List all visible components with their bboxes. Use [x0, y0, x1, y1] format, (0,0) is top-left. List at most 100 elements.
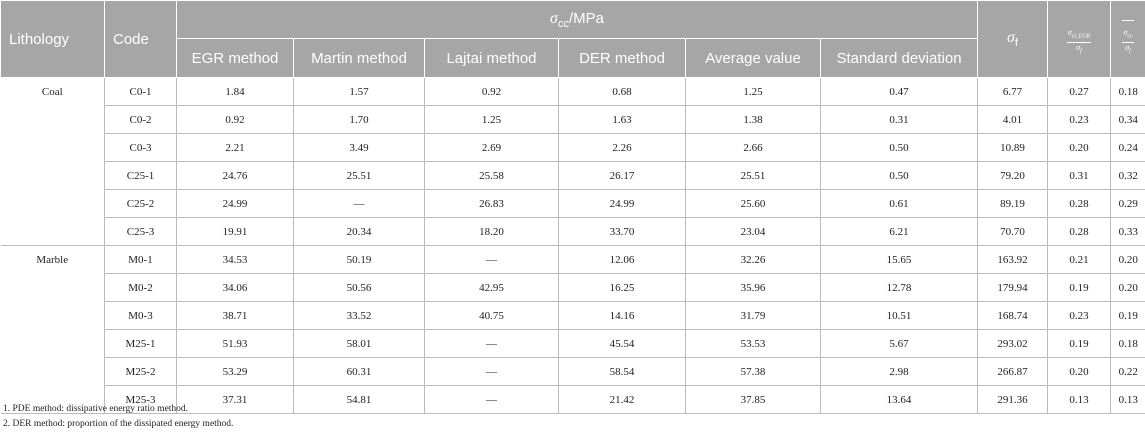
header-lithology: Lithology	[0, 0, 105, 78]
value-cell: 2.26	[558, 133, 686, 162]
table-row: M25-2 53.29 60.31—58.54 57.38 2.98 266.87 0.20…	[1, 357, 1145, 386]
value-cell: 58.54	[558, 357, 686, 386]
value-cell: 0.20	[1047, 133, 1111, 162]
table-row: Marble M0-1 34.53 50.19—12.06 32.26 15.65 163.…	[0, 245, 1145, 414]
value-cell: 34.06	[176, 273, 294, 302]
value-cell: 42.95	[424, 273, 559, 302]
value-cell: 0.13	[1110, 385, 1145, 414]
value-cell: 2.21	[176, 133, 294, 162]
code-cell: C25-1	[104, 161, 177, 190]
value-cell: 0.19	[1047, 329, 1111, 358]
value-cell: 1.70	[293, 105, 425, 134]
value-cell: 13.64	[820, 385, 978, 414]
code-cell: C0-1	[104, 77, 177, 106]
code-cell: C0-3	[104, 133, 177, 162]
value-cell: 18.20	[424, 217, 559, 246]
header-method: Standard deviation	[820, 38, 978, 78]
value-cell: 21.42	[558, 385, 686, 414]
value-cell: 60.31	[293, 357, 425, 386]
value-cell: 26.83	[424, 189, 559, 218]
value-cell: 20.34	[293, 217, 425, 246]
value-cell: 0.27	[1047, 77, 1111, 106]
value-cell: 1.84	[176, 77, 294, 106]
value-cell: 79.20	[977, 161, 1048, 190]
value-cell: 25.60	[685, 189, 821, 218]
value-cell: 25.51	[685, 161, 821, 190]
value-cell: 0.68	[558, 77, 686, 106]
value-cell: —	[424, 329, 559, 358]
table-row: C0-3 2.21 3.49 2.69 2.26 2.66 0.50 10.89 0.20 0.2…	[1, 133, 1145, 162]
value-cell: 0.18	[1110, 77, 1145, 106]
value-cell: 0.33	[1110, 217, 1145, 246]
value-cell: 6.77	[977, 77, 1048, 106]
value-cell: 32.26	[685, 245, 821, 274]
header-method: Martin method	[293, 38, 425, 78]
value-cell: 1.57	[293, 77, 425, 106]
value-cell: 0.28	[1047, 189, 1111, 218]
value-cell: 0.34	[1110, 105, 1145, 134]
value-cell: 0.50	[820, 161, 978, 190]
value-cell: —	[293, 189, 425, 218]
note-2: 2. DER method: proportion of the dissipa…	[3, 419, 234, 429]
lithology-cell: Coal	[0, 77, 105, 246]
value-cell: 0.29	[1110, 189, 1145, 218]
table-row: Coal C0-1 1.84 1.57 0.92 0.68 1.25 0.47 6.77 0.27…	[0, 77, 1145, 246]
value-cell: 2.98	[820, 357, 978, 386]
value-cell: 38.71	[176, 301, 294, 330]
value-cell: 25.51	[293, 161, 425, 190]
code-cell: C25-3	[104, 217, 177, 246]
value-cell: 163.92	[977, 245, 1048, 274]
code-cell: M0-2	[104, 273, 177, 302]
value-cell: 12.78	[820, 273, 978, 302]
table-row: C25-3 19.91 20.34 18.20 33.70 23.04 6.21 70.70 0…	[1, 217, 1145, 246]
value-cell: 0.92	[424, 77, 559, 106]
header-method: Lajtai method	[424, 38, 559, 78]
value-cell: 16.25	[558, 273, 686, 302]
value-cell: 0.19	[1110, 301, 1145, 330]
header-sigma-cc: σcc/MPa	[176, 0, 978, 39]
value-cell: 0.31	[820, 105, 978, 134]
value-cell: 0.61	[820, 189, 978, 218]
value-cell: 33.52	[293, 301, 425, 330]
header-sigma-f: σf	[977, 0, 1048, 78]
value-cell: 37.31	[176, 385, 294, 414]
value-cell: 0.32	[1110, 161, 1145, 190]
value-cell: 2.69	[424, 133, 559, 162]
value-cell: 266.87	[977, 357, 1048, 386]
value-cell: 33.70	[558, 217, 686, 246]
header-method: Average value	[685, 38, 821, 78]
header-code: Code	[104, 0, 177, 78]
note-1: 1. PDE method: dissipative energy ratio …	[3, 404, 189, 414]
code-cell: M0-3	[104, 301, 177, 330]
lithology-cell: Marble	[0, 245, 105, 414]
table-row: C0-2 0.92 1.70 1.25 1.63 1.38 0.31 4.01 0.23 0.34	[1, 105, 1145, 134]
value-cell: 10.89	[977, 133, 1048, 162]
data-table: Lithology Code σcc/MPa σf σcc,EGR σf σcc σ…	[0, 0, 1145, 414]
value-cell: 23.04	[685, 217, 821, 246]
value-cell: 0.18	[1110, 329, 1145, 358]
code-cell: M0-1	[104, 245, 177, 274]
value-cell: —	[424, 385, 559, 414]
table-row: M25-1 51.93 58.01—45.54 53.53 5.67 293.02 0.19…	[1, 329, 1145, 358]
value-cell: 40.75	[424, 301, 559, 330]
value-cell: 291.36	[977, 385, 1048, 414]
value-cell: 0.22	[1110, 357, 1145, 386]
value-cell: 5.67	[820, 329, 978, 358]
value-cell: 24.76	[176, 161, 294, 190]
value-cell: 0.23	[1047, 105, 1111, 134]
value-cell: 1.25	[685, 77, 821, 106]
table-header: Lithology Code σcc/MPa σf σcc,EGR σf σcc σ…	[0, 0, 1145, 78]
table-row: M25-3 37.31 54.81—21.42 37.85 13.64 291.36 0.1…	[1, 385, 1145, 414]
value-cell: 179.94	[977, 273, 1048, 302]
value-cell: 0.23	[1047, 301, 1111, 330]
header-ratio-mean: σcc σf	[1110, 0, 1145, 78]
value-cell: 15.65	[820, 245, 978, 274]
value-cell: 0.28	[1047, 217, 1111, 246]
value-cell: 168.74	[977, 301, 1048, 330]
value-cell: 19.91	[176, 217, 294, 246]
value-cell: 6.21	[820, 217, 978, 246]
value-cell: —	[424, 245, 559, 274]
table-row: C25-1 24.76 25.51 25.58 26.17 25.51 0.50 79.20 0…	[1, 161, 1145, 190]
value-cell: 25.58	[424, 161, 559, 190]
value-cell: 26.17	[558, 161, 686, 190]
